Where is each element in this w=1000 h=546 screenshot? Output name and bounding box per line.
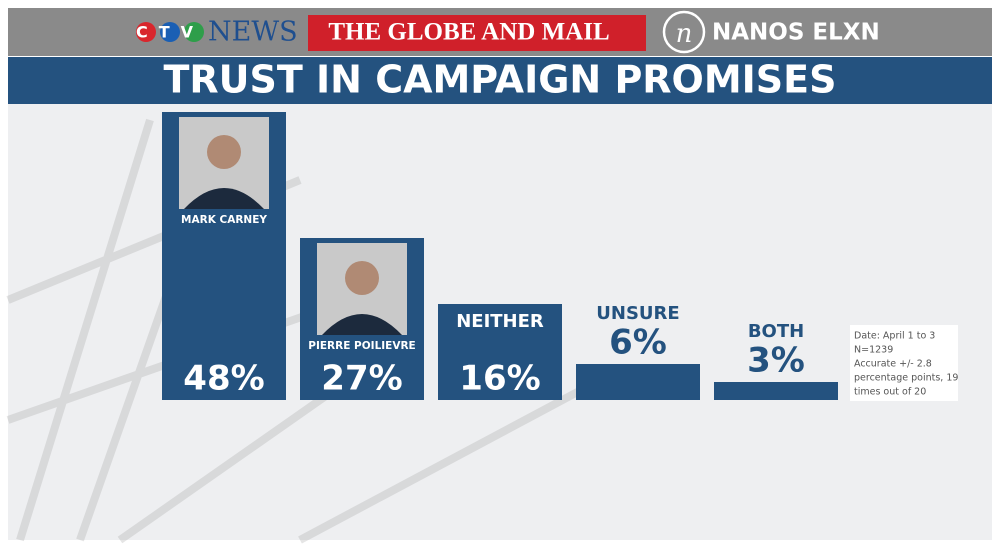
value-label: 48% [183,359,264,399]
note-line: Date: April 1 to 3 [854,331,935,342]
photo-body [322,314,402,335]
logo-dot [160,22,180,42]
logo-dot [136,22,156,42]
nanos-mark: n [676,19,693,49]
bar [576,364,700,400]
photo-head [345,261,379,295]
note-line: times out of 20 [854,387,926,398]
category-label: PIERRE POILIEVRE [308,340,415,352]
category-label: BOTH [748,321,804,342]
chart-title: TRUST IN CAMPAIGN PROMISES [163,58,836,102]
note-line: N=1239 [854,345,893,356]
ctv-logo: CTV [136,23,204,42]
category-label: UNSURE [596,303,679,324]
news-logo: NEWS [208,17,298,48]
nanos-logo: NANOS ELXN [712,20,880,46]
value-label: 3% [747,341,805,381]
bar [438,304,562,400]
title-band [8,57,992,104]
logo-dot [184,22,204,42]
globe-band [308,15,646,51]
photo-body [184,188,264,209]
value-label: 27% [321,359,402,399]
value-label: 16% [459,359,540,399]
bar [714,382,838,400]
nanos-ring [662,10,706,54]
note-line: Accurate +/- 2.8 [854,359,932,370]
globe-logo: THE GLOBE AND MAIL [328,19,609,46]
note-line: percentage points, 19 [854,373,958,384]
value-label: 6% [609,323,667,363]
category-label: NEITHER [456,311,544,332]
note-box [850,325,958,401]
category-label: MARK CARNEY [181,214,267,226]
photo-head [207,135,241,169]
